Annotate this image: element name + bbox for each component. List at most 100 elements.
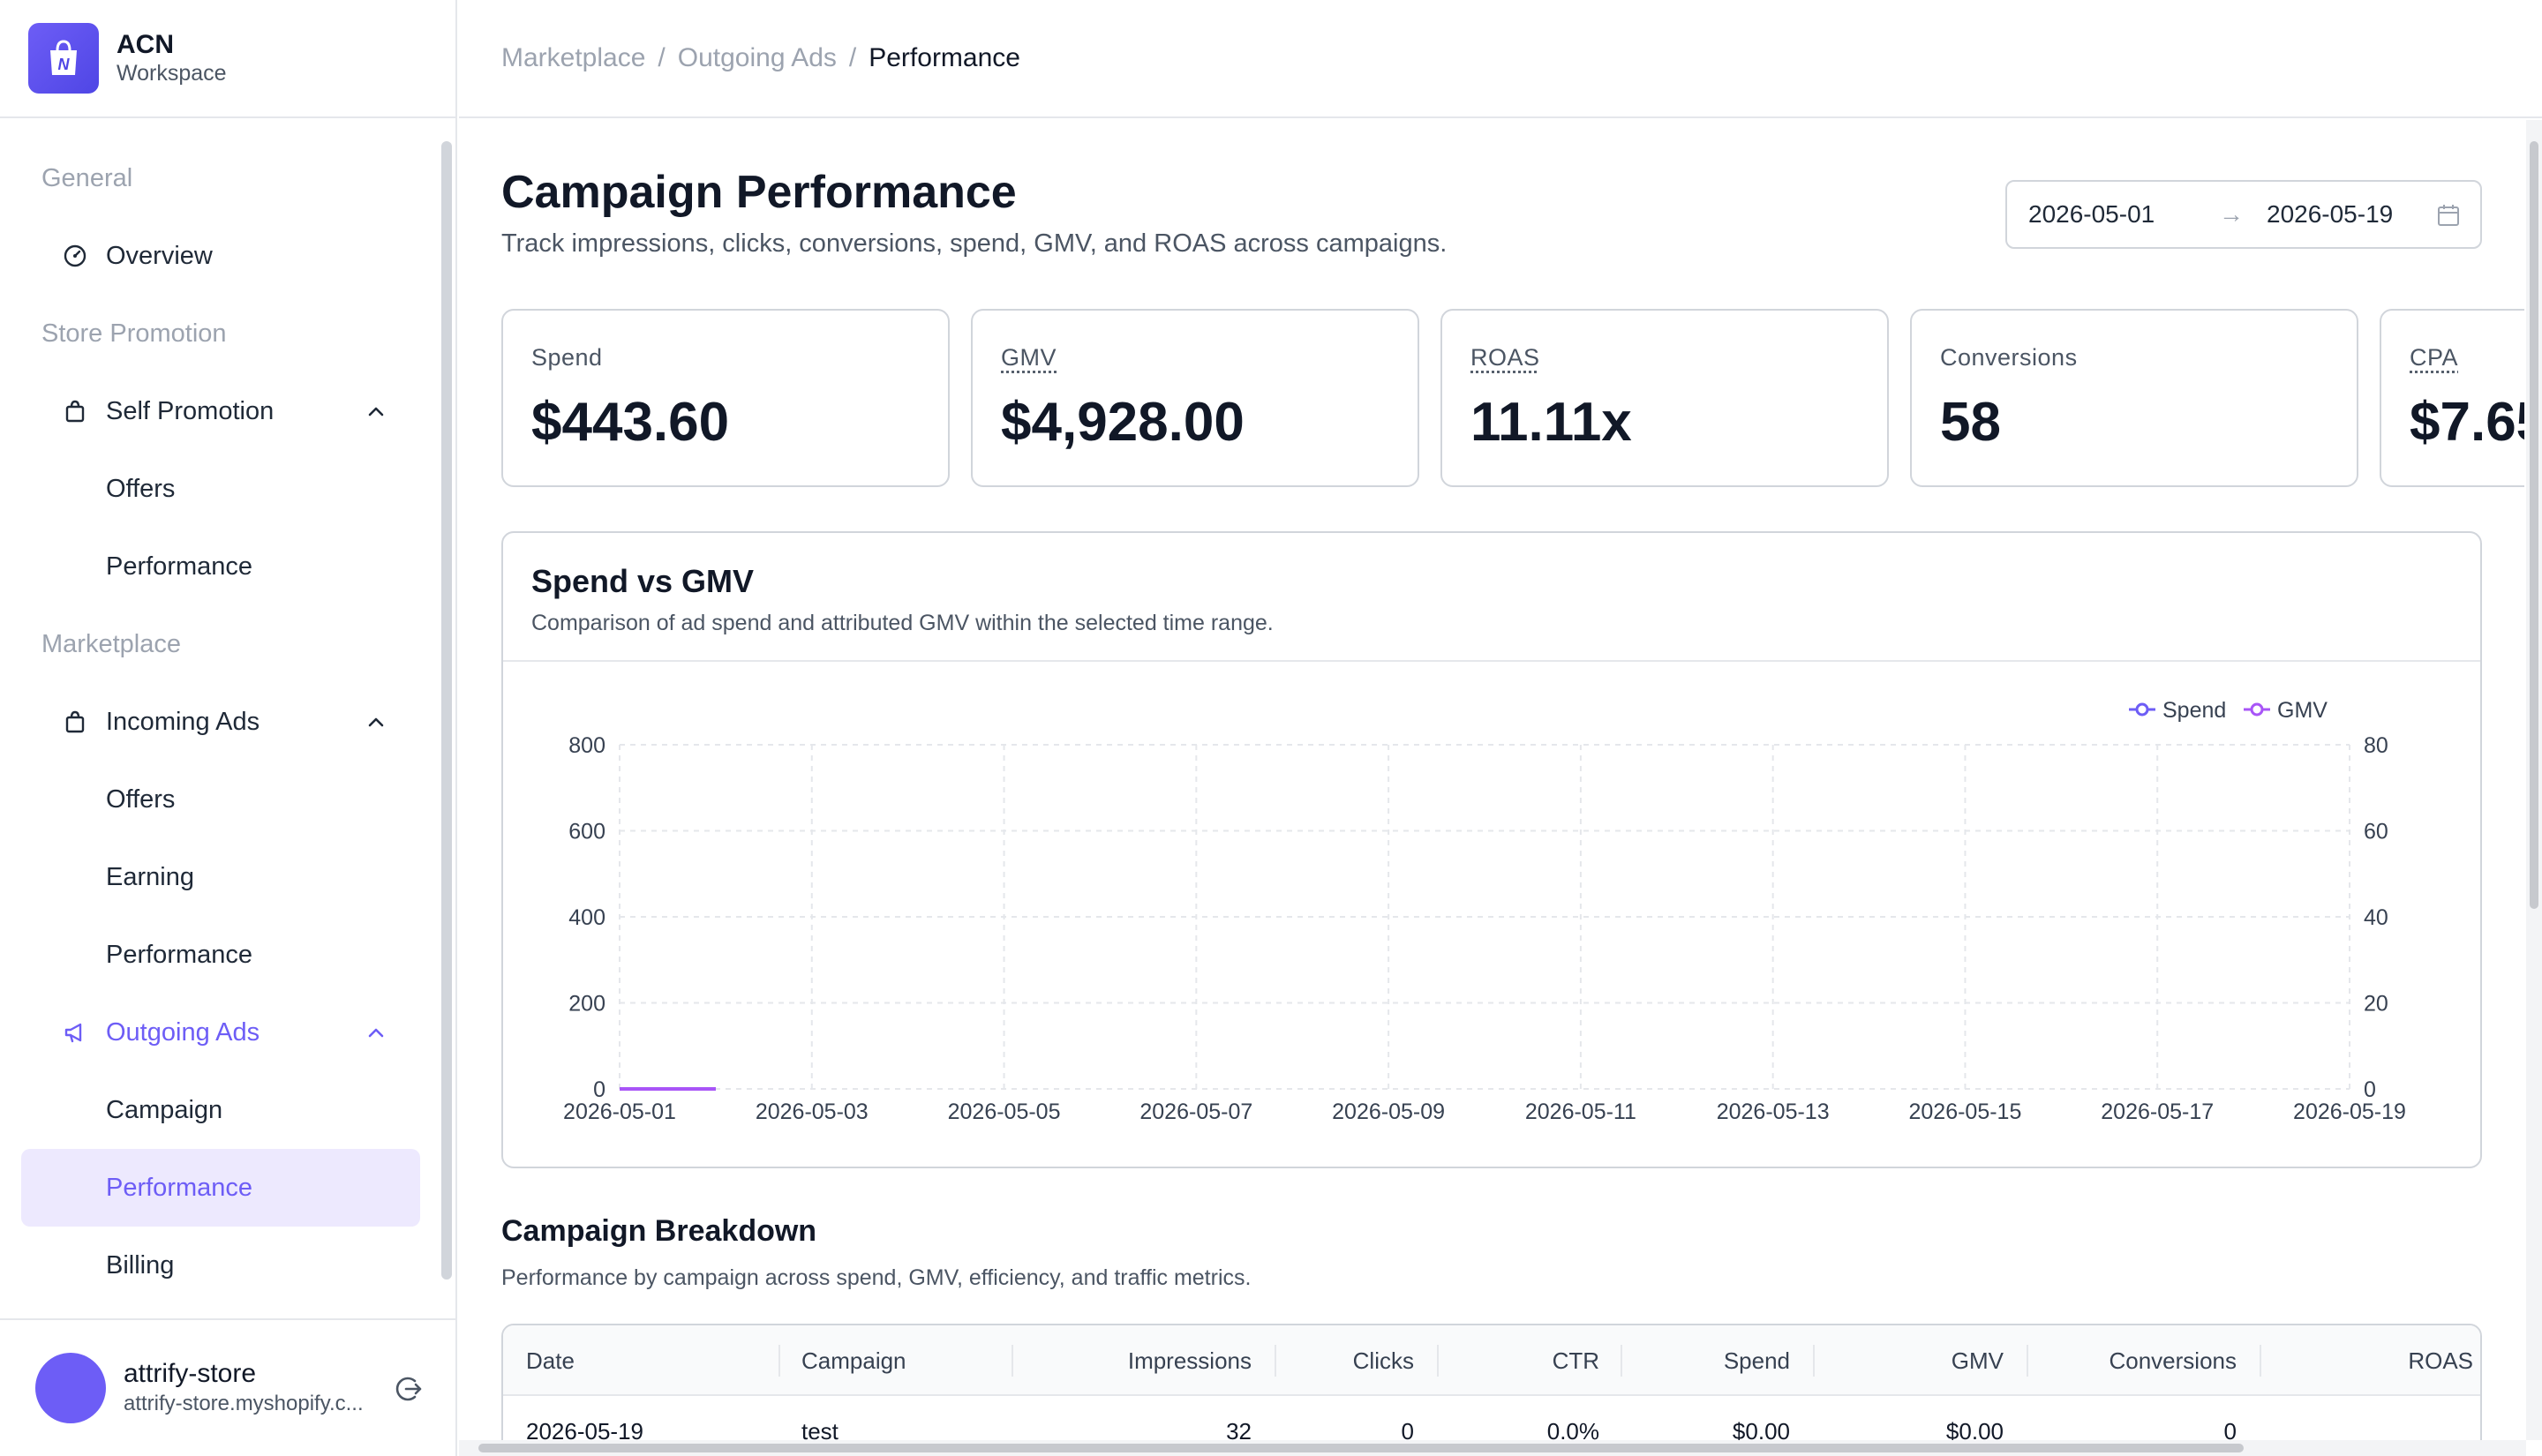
section-title: Campaign Breakdown	[501, 1214, 817, 1248]
arrow-right-icon: →	[2219, 200, 2244, 228]
column-divider[interactable]	[1012, 1345, 1013, 1377]
stat-card-roas: ROAS 11.11x	[1440, 309, 1889, 487]
section-subtitle: Performance by campaign across spend, GM…	[501, 1265, 1252, 1290]
table-cell-conversions: 0	[2223, 1418, 2237, 1445]
page-title: Campaign Performance	[501, 167, 1017, 218]
column-header-clicks[interactable]: Clicks	[1352, 1347, 1414, 1374]
x-tick-label: 2026-05-03	[756, 1100, 869, 1124]
page-subtitle: Track impressions, clicks, conversions, …	[501, 229, 1448, 258]
x-tick-label: 2026-05-17	[2101, 1100, 2214, 1124]
stat-value: 58	[1940, 392, 2001, 453]
scrollbar-thumb[interactable]	[2530, 141, 2538, 909]
column-divider[interactable]	[1813, 1345, 1815, 1377]
user-profile[interactable]: attrify-store attrify-store.myshopify.c.…	[0, 1318, 457, 1456]
date-range-start[interactable]: 2026-05-01	[2028, 200, 2155, 228]
brand-subtitle: Workspace	[117, 61, 227, 86]
sidebar-item-self-promotion[interactable]: Self Promotion	[0, 372, 420, 450]
y-right-tick-label: 0	[2364, 1077, 2376, 1102]
user-name: attrify-store	[124, 1359, 257, 1388]
y-right-tick-label: 40	[2364, 905, 2388, 930]
legend-marker-dot	[2250, 702, 2264, 717]
x-tick-label: 2026-05-19	[2293, 1100, 2406, 1124]
main-horizontal-scrollbar[interactable]	[459, 1440, 2526, 1456]
chart-subtitle: Comparison of ad spend and attributed GM…	[531, 611, 1274, 635]
breadcrumb: Marketplace / Outgoing Ads / Performance	[459, 0, 2542, 118]
logout-icon[interactable]	[392, 1373, 424, 1405]
sidebar-item-incoming-performance[interactable]: Performance	[106, 940, 253, 969]
date-range-end[interactable]: 2026-05-19	[2267, 200, 2394, 228]
column-divider[interactable]	[1621, 1345, 1622, 1377]
column-header-ctr[interactable]: CTR	[1552, 1347, 1599, 1374]
breadcrumb-current: Performance	[869, 43, 1020, 72]
column-header-date[interactable]: Date	[526, 1347, 575, 1374]
y-left-tick-label: 600	[568, 820, 605, 844]
sidebar-item-label: Outgoing Ads	[106, 1017, 260, 1047]
chevron-up-icon[interactable]	[364, 709, 388, 734]
column-header-spend[interactable]: Spend	[1723, 1347, 1790, 1374]
column-divider[interactable]	[778, 1345, 780, 1377]
stat-label[interactable]: CPA	[2410, 344, 2459, 371]
sidebar-item-outgoing-campaign[interactable]: Campaign	[106, 1095, 223, 1124]
column-divider[interactable]	[1275, 1345, 1276, 1377]
chevron-up-icon[interactable]	[364, 1020, 388, 1045]
x-tick-label: 2026-05-15	[1908, 1100, 2021, 1124]
y-left-tick-label: 0	[593, 1077, 605, 1102]
megaphone-icon	[62, 1019, 88, 1046]
stat-label[interactable]: GMV	[1001, 344, 1057, 371]
chevron-up-icon[interactable]	[364, 399, 388, 424]
x-tick-label: 2026-05-01	[563, 1100, 676, 1124]
sidebar-scrollbar[interactable]	[441, 141, 452, 1280]
sidebar-item-incoming-earning[interactable]: Earning	[106, 862, 194, 891]
breadcrumb-outgoing-ads[interactable]: Outgoing Ads	[677, 43, 837, 72]
date-range-picker[interactable]: 2026-05-01 → 2026-05-19	[2005, 180, 2482, 249]
main-vertical-scrollbar[interactable]	[2526, 120, 2542, 1440]
sidebar-item-outgoing-ads[interactable]: Outgoing Ads	[0, 994, 420, 1071]
sidebar-item-outgoing-billing[interactable]: Billing	[106, 1250, 175, 1280]
sidebar-item-label: Self Promotion	[106, 396, 275, 425]
brand[interactable]: N ACN Workspace	[0, 0, 455, 118]
stat-card-cpa: CPA $7.65	[2380, 309, 2524, 487]
avatar	[35, 1353, 106, 1423]
breadcrumb-marketplace[interactable]: Marketplace	[501, 43, 646, 72]
column-header-gmv[interactable]: GMV	[1951, 1347, 2004, 1374]
brand-name: ACN	[117, 30, 174, 59]
sidebar-item-outgoing-performance[interactable]: Performance	[21, 1149, 420, 1227]
svg-text:N: N	[58, 56, 71, 73]
sidebar-nav: General Overview Store Promotion Self Pr…	[0, 120, 441, 1317]
column-header-impressions[interactable]: Impressions	[1127, 1347, 1252, 1374]
table-header: Date Campaign Impressions Clicks CTR Spend GMV…	[503, 1325, 2480, 1396]
y-right-tick-label: 60	[2364, 820, 2388, 844]
table-cell-clicks: 0	[1401, 1418, 1414, 1445]
sidebar-item-self-promotion-offers[interactable]: Offers	[106, 474, 176, 503]
column-header-roas[interactable]: ROAS	[2408, 1347, 2473, 1374]
sidebar-item-label: Overview	[106, 241, 213, 270]
calendar-icon[interactable]	[2436, 203, 2461, 228]
column-header-conversions[interactable]: Conversions	[2109, 1347, 2237, 1374]
y-left-tick-label: 800	[568, 733, 605, 758]
column-header-campaign[interactable]: Campaign	[801, 1347, 906, 1374]
stat-card-conversions: Conversions 58	[1910, 309, 2358, 487]
legend-label: Spend	[2162, 698, 2226, 723]
x-tick-label: 2026-05-07	[1139, 1100, 1252, 1124]
column-divider[interactable]	[1437, 1345, 1439, 1377]
nav-group-store-promotion: Store Promotion	[41, 319, 227, 348]
shopping-bag-logo-icon: N	[28, 23, 99, 94]
sidebar-item-overview[interactable]: Overview	[0, 217, 420, 295]
main-content: Campaign Performance Track impressions, …	[459, 120, 2524, 1456]
sidebar-item-self-promotion-performance[interactable]: Performance	[106, 552, 253, 581]
stat-label[interactable]: ROAS	[1470, 344, 1540, 371]
spend-vs-gmv-chart: 0 200 400 600 800 0 20 40 60 80 2026-05-01 2026-05-…	[563, 698, 2406, 1124]
stat-card-spend: Spend $443.60	[501, 309, 950, 487]
stat-value: 11.11x	[1470, 392, 1632, 453]
sidebar-item-incoming-ads[interactable]: Incoming Ads	[0, 683, 420, 761]
scrollbar-thumb[interactable]	[478, 1444, 2244, 1452]
y-right-tick-label: 20	[2364, 992, 2388, 1017]
spend-vs-gmv-chart-card: Spend vs GMV Comparison of ad spend and …	[501, 531, 2482, 1168]
campaign-breakdown-table: Date Campaign Impressions Clicks CTR Spend GMV…	[501, 1324, 2482, 1456]
column-divider[interactable]	[2260, 1345, 2261, 1377]
chart-title: Spend vs GMV	[531, 563, 755, 599]
stat-value: $443.60	[531, 392, 730, 453]
sidebar-item-incoming-offers[interactable]: Offers	[106, 784, 176, 814]
column-divider[interactable]	[2027, 1345, 2028, 1377]
sidebar: N ACN Workspace General Overview Store P…	[0, 0, 457, 1456]
